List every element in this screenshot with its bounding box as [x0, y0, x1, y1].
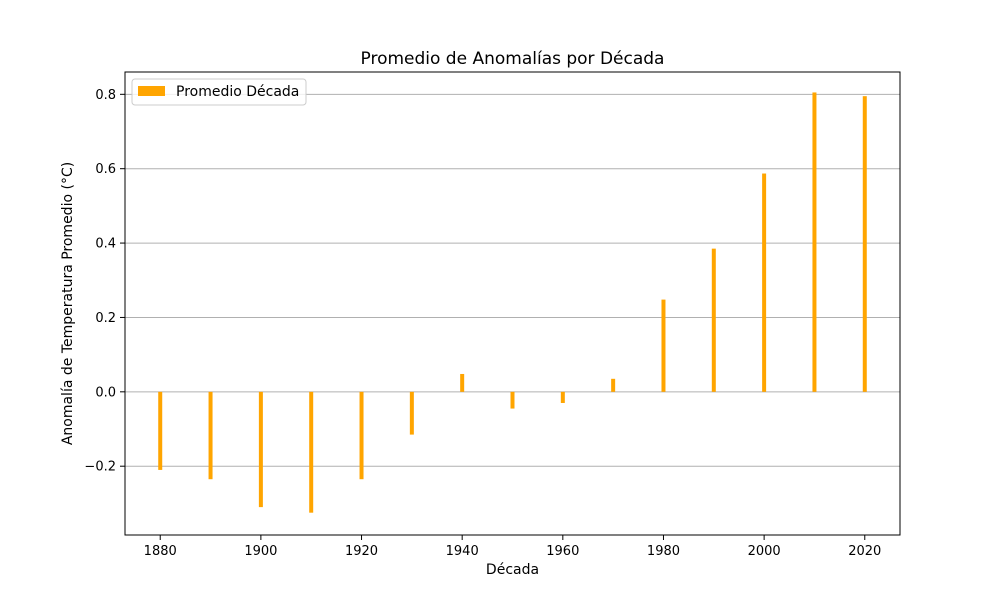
x-tick-label: 1920: [345, 544, 378, 559]
y-tick-label: 0.2: [95, 311, 116, 326]
bar-2020: [862, 96, 867, 392]
bar-1880: [158, 391, 163, 470]
legend-box: [131, 78, 307, 106]
bar-1960: [560, 391, 565, 403]
y-axis-label: Anomalía de Temperatura Promedio (°C): [60, 162, 76, 445]
bar-1900: [258, 391, 263, 508]
bar-1910: [309, 391, 314, 513]
y-tick-label: 0.0: [95, 385, 116, 400]
chart-title: Promedio de Anomalías por Década: [361, 49, 665, 69]
bar-1920: [359, 391, 364, 480]
axis-ticks: 1880 1900 1920 1940 1960 1980 2000 2020 −0.2 0.0 0…: [84, 88, 881, 559]
bar-1970: [611, 378, 616, 392]
bar-1930: [409, 391, 414, 435]
x-tick-label: 1980: [647, 544, 680, 559]
bar-2010: [812, 92, 817, 392]
bar-1890: [208, 391, 213, 480]
y-tick-label: −0.2: [84, 460, 116, 475]
x-tick-label: 1940: [446, 544, 479, 559]
bar-1990: [711, 248, 716, 392]
legend-label: Promedio Década: [176, 84, 299, 100]
x-axis-label: Década: [486, 562, 539, 578]
bar-2000: [762, 173, 767, 392]
x-tick-label: 1900: [244, 544, 277, 559]
plot-frame: [124, 71, 901, 536]
x-tick-label: 1960: [546, 544, 579, 559]
y-tick-label: 0.8: [95, 88, 116, 103]
legend: Promedio Década: [131, 78, 307, 106]
y-tick-label: 0.4: [95, 237, 116, 252]
bar-1950: [510, 391, 515, 409]
y-tick-label: 0.6: [95, 162, 116, 177]
x-tick-label: 2020: [848, 544, 881, 559]
bar-1980: [661, 299, 666, 392]
legend-swatch: [138, 86, 165, 96]
bar-1940: [460, 373, 465, 392]
x-tick-label: 1880: [144, 544, 177, 559]
x-tick-label: 2000: [748, 544, 781, 559]
bar-series: [158, 92, 867, 513]
